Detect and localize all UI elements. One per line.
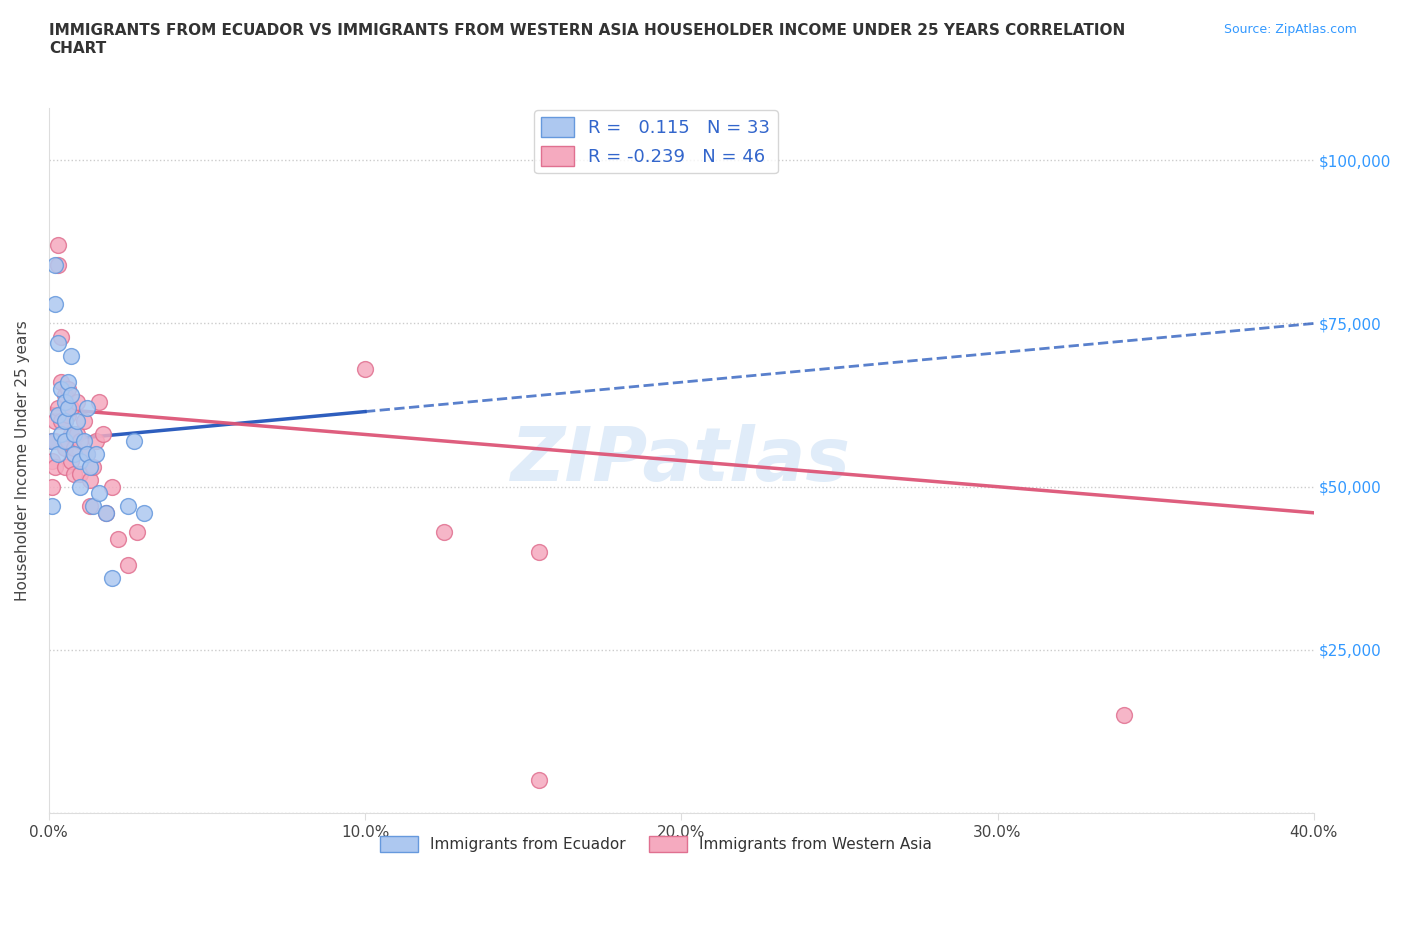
Point (46, 446, 69, 461)
Point (1112, 708, 1135, 723)
Text: ZIPatlas: ZIPatlas (512, 424, 851, 497)
Legend: Immigrants from Ecuador, Immigrants from Western Asia: Immigrants from Ecuador, Immigrants from… (374, 830, 938, 858)
Point (84, 433, 107, 448)
Point (56, 433, 79, 448)
Point (79, 498, 101, 513)
Point (44, 258, 66, 272)
Point (82, 498, 104, 513)
Point (46, 407, 69, 422)
Point (66, 414, 89, 429)
Point (51, 375, 73, 390)
Point (66, 394, 89, 409)
Point (41, 433, 63, 448)
Point (122, 433, 145, 448)
Point (53, 459, 76, 474)
Point (527, 545, 550, 560)
Point (76, 401, 98, 416)
Point (46, 401, 69, 416)
Point (117, 498, 139, 513)
Point (51, 329, 73, 344)
Point (63, 427, 86, 442)
Point (79, 472, 101, 487)
Point (41, 433, 63, 448)
Point (44, 414, 66, 429)
Point (89, 394, 111, 409)
Point (53, 394, 76, 409)
Point (41, 479, 63, 494)
Point (91, 427, 114, 442)
Point (46, 238, 69, 253)
Point (59, 388, 82, 403)
Point (41, 498, 63, 513)
Point (82, 459, 104, 474)
Point (94, 505, 117, 520)
Point (76, 446, 98, 461)
Point (107, 531, 129, 546)
Point (84, 446, 107, 461)
Point (56, 375, 79, 390)
Point (101, 571, 124, 586)
Y-axis label: Householder Income Under 25 years: Householder Income Under 25 years (15, 320, 30, 601)
Point (72, 433, 94, 448)
Point (527, 773, 550, 788)
Point (53, 433, 76, 448)
Point (63, 440, 86, 455)
Point (53, 414, 76, 429)
Point (44, 459, 66, 474)
Point (56, 401, 79, 416)
Point (46, 258, 69, 272)
Point (44, 297, 66, 312)
Point (69, 479, 91, 494)
Point (46, 336, 69, 351)
Point (53, 414, 76, 429)
Point (101, 479, 124, 494)
Point (72, 414, 94, 429)
Point (76, 446, 98, 461)
Point (69, 453, 91, 468)
Point (59, 401, 82, 416)
Point (59, 453, 82, 468)
Point (354, 362, 377, 377)
Point (63, 466, 86, 481)
Point (94, 505, 117, 520)
Point (89, 485, 111, 500)
Point (63, 446, 86, 461)
Point (117, 558, 139, 573)
Point (79, 459, 101, 474)
Point (51, 414, 73, 429)
Point (51, 381, 73, 396)
Point (127, 525, 149, 539)
Point (59, 427, 82, 442)
Point (41, 453, 63, 468)
Point (53, 440, 76, 455)
Text: Source: ZipAtlas.com: Source: ZipAtlas.com (1223, 23, 1357, 36)
Point (433, 525, 456, 539)
Point (44, 433, 66, 448)
Point (59, 349, 82, 364)
Point (69, 433, 91, 448)
Point (56, 381, 79, 396)
Point (132, 505, 155, 520)
Point (53, 388, 76, 403)
Point (51, 427, 73, 442)
Text: IMMIGRANTS FROM ECUADOR VS IMMIGRANTS FROM WESTERN ASIA HOUSEHOLDER INCOME UNDER: IMMIGRANTS FROM ECUADOR VS IMMIGRANTS FR… (49, 23, 1125, 56)
Point (56, 407, 79, 422)
Point (66, 427, 89, 442)
Point (69, 466, 91, 481)
